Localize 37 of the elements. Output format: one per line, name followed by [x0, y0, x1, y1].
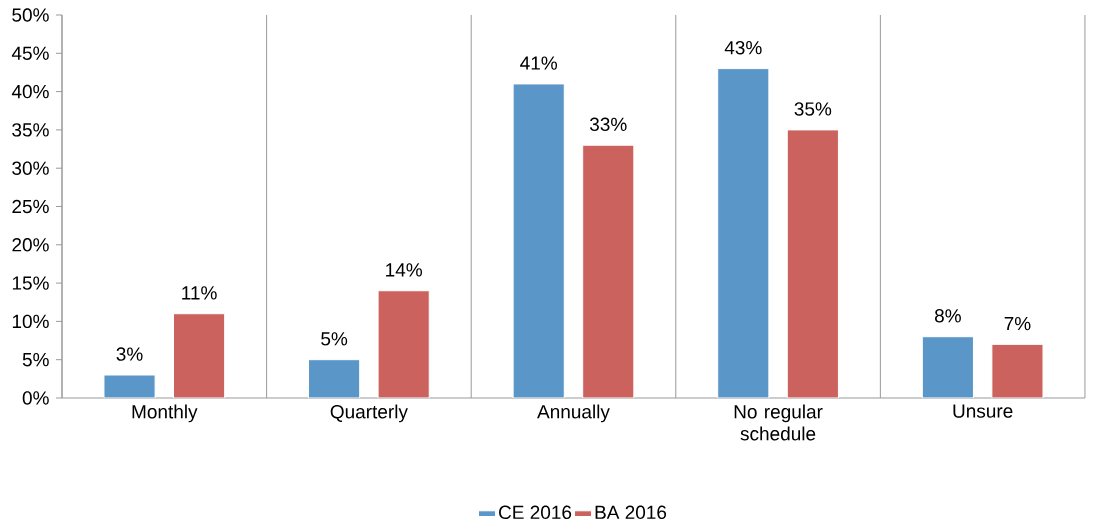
data-label: 7%	[1004, 316, 1031, 331]
y-tick-label: 15%	[12, 276, 49, 290]
bar	[582, 144, 635, 398]
data-label: 14%	[386, 263, 422, 277]
y-tick-label: 10%	[12, 314, 49, 329]
bar	[717, 68, 770, 398]
x-tick-label: Monthly	[132, 404, 198, 423]
data-label: 33%	[589, 117, 627, 132]
x-tick-label: Annually	[537, 404, 610, 423]
x-tick-label: No regular schedule	[734, 404, 823, 441]
y-tick-label: 35%	[12, 123, 49, 137]
y-tick-label: 30%	[12, 161, 49, 175]
y-tick-label: 5%	[22, 353, 49, 367]
bar	[991, 343, 1044, 398]
bar	[308, 359, 361, 398]
data-label: 41%	[520, 56, 558, 70]
data-label: 11%	[182, 286, 217, 300]
legend-label: CE 2016	[499, 505, 572, 520]
y-tick-label: 20%	[12, 238, 49, 252]
bar	[786, 129, 839, 398]
bar	[173, 313, 226, 398]
data-label: 35%	[794, 102, 832, 116]
data-label: 8%	[934, 309, 961, 323]
data-label: 3%	[116, 347, 143, 361]
x-tick-label: Unsure	[953, 404, 1013, 418]
bar	[921, 336, 974, 398]
legend-label: BA 2016	[595, 505, 667, 520]
y-tick-label: 50%	[12, 8, 49, 22]
y-tick-label: 45%	[11, 46, 49, 60]
y-tick-label: 25%	[12, 199, 49, 214]
y-tick-label: 40%	[11, 84, 49, 99]
y-tick-label: 0%	[22, 391, 49, 405]
data-label: 43%	[724, 40, 762, 55]
bar	[512, 83, 565, 398]
x-tick-label: Quarterly	[330, 404, 408, 423]
data-label: 5%	[321, 332, 348, 346]
bar	[377, 290, 430, 398]
